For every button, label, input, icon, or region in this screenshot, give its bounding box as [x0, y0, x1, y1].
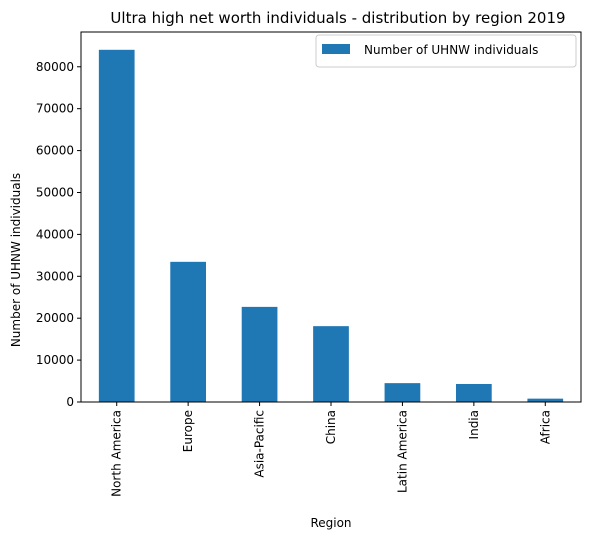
x-tick-label: India [467, 410, 481, 439]
bar-africa [527, 398, 564, 402]
x-tick-label: North America [110, 410, 124, 497]
chart-title: Ultra high net worth individuals - distr… [110, 9, 565, 27]
x-tick-label: China [324, 410, 338, 444]
x-tick-label: Asia-Pacific [253, 410, 267, 478]
x-axis-ticks: North America Europe Asia-Pacific China Lati… [110, 402, 552, 497]
y-axis-ticks: 0 10000 20000 30000 40000 50000 60000 70000 8000… [36, 60, 81, 409]
bar-latin-america [384, 383, 421, 402]
bar-china [313, 326, 349, 402]
bar-india [456, 383, 492, 402]
axes-frame [80, 31, 582, 403]
plot-frame [80, 31, 582, 403]
legend-label: Number of UHNW individuals [364, 43, 538, 57]
x-tick-label: Latin America [395, 410, 409, 493]
y-tick-label: 0 [66, 395, 74, 409]
x-tick-label: Africa [538, 410, 552, 444]
x-tick-label: Europe [181, 410, 195, 452]
legend-swatch [322, 44, 350, 54]
y-axis-label: Number of UHNW individuals [9, 173, 23, 347]
y-tick-label: 10000 [36, 353, 74, 367]
bar-north-america [98, 49, 135, 403]
y-tick-label: 60000 [36, 144, 74, 158]
y-tick-label: 80000 [36, 60, 74, 74]
bars-layer [98, 49, 564, 403]
x-axis-label: Region [310, 516, 351, 530]
y-tick-label: 50000 [36, 185, 74, 199]
bar-europe [170, 261, 206, 402]
y-tick-label: 40000 [36, 227, 74, 241]
y-tick-label: 20000 [36, 311, 74, 325]
legend: Number of UHNW individuals [315, 34, 577, 68]
y-tick-label: 70000 [36, 102, 74, 116]
bar-asia-pacific [241, 306, 278, 402]
y-tick-label: 30000 [36, 269, 74, 283]
legend-box [315, 34, 577, 68]
